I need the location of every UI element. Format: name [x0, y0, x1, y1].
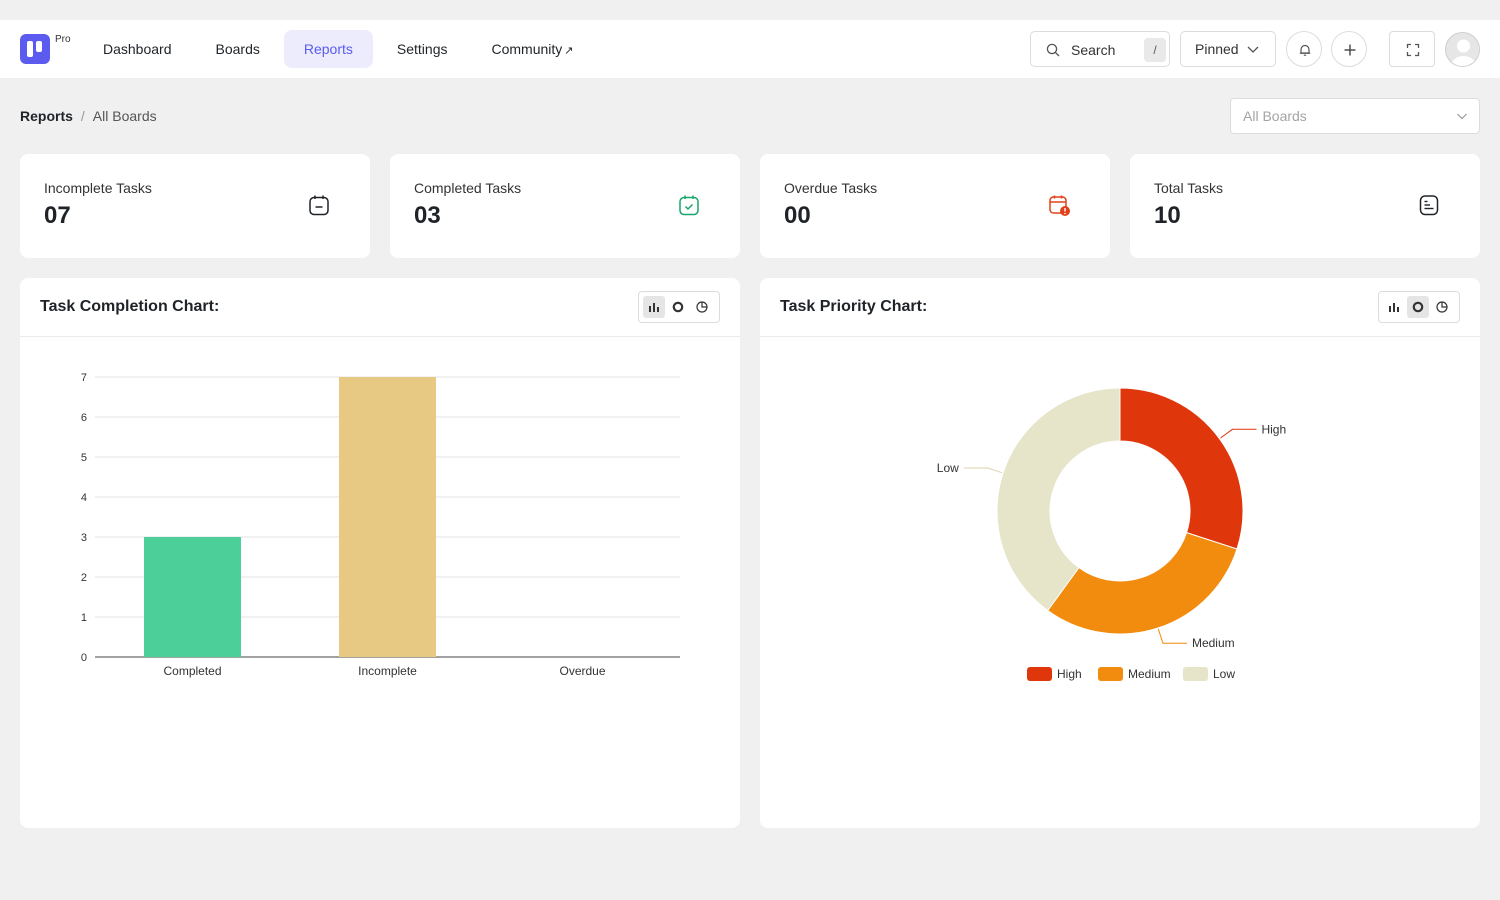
- breadcrumb-current: All Boards: [92, 108, 157, 124]
- donut-chart-icon: [1412, 301, 1424, 313]
- donut-view-button[interactable]: [667, 296, 689, 318]
- board-filter-value: All Boards: [1243, 108, 1307, 124]
- nav-dashboard[interactable]: Dashboard: [103, 41, 172, 57]
- search-shortcut: /: [1144, 38, 1166, 62]
- y-tick-label: 6: [81, 412, 87, 424]
- donut-chart-icon: [672, 301, 684, 313]
- chart-title: Task Completion Chart:: [40, 298, 220, 315]
- bar-chart-icon: [649, 303, 659, 312]
- y-tick-label: 4: [81, 492, 87, 504]
- chart-header-divider: [20, 336, 740, 337]
- legend-swatch: [1098, 667, 1123, 681]
- chart-title: Task Priority Chart:: [780, 298, 928, 315]
- y-tick-label: 5: [81, 452, 87, 464]
- pinned-dropdown[interactable]: Pinned: [1180, 31, 1276, 67]
- bar-completed: [144, 537, 241, 657]
- y-tick-label: 7: [81, 372, 87, 384]
- calendar-alert-icon: [1049, 195, 1070, 216]
- external-link-icon: ↗: [564, 45, 574, 57]
- stat-label: Incomplete Tasks: [44, 180, 152, 196]
- pro-badge: Pro: [55, 34, 71, 45]
- board-filter-select[interactable]: All Boards: [1230, 98, 1480, 134]
- breadcrumb: Reports / All Boards: [20, 108, 157, 124]
- bar-view-button[interactable]: [1383, 296, 1405, 318]
- calendar-minus-icon: [309, 195, 329, 216]
- legend-swatch: [1027, 667, 1052, 681]
- y-tick-label: 3: [81, 532, 87, 544]
- stat-card-incomplete: Incomplete Tasks 07: [20, 154, 370, 258]
- bar-view-button[interactable]: [643, 296, 665, 318]
- pinned-label: Pinned: [1195, 41, 1239, 57]
- stat-card-completed: Completed Tasks 03: [390, 154, 740, 258]
- slice-medium: [1047, 532, 1238, 635]
- x-tick-label: Incomplete: [358, 664, 417, 678]
- legend-label: High: [1057, 667, 1082, 681]
- chevron-down-icon: [1457, 113, 1467, 120]
- app-logo[interactable]: [20, 34, 50, 64]
- pie-view-button[interactable]: [691, 296, 713, 318]
- user-avatar[interactable]: [1445, 32, 1480, 67]
- y-tick-label: 2: [81, 572, 87, 584]
- stat-value: 07: [44, 202, 71, 229]
- chart-view-toggle: [1378, 291, 1460, 323]
- x-tick-label: Completed: [163, 664, 221, 678]
- task-completion-bar-chart: 0 1 2 3 4 5 6 7 Completed Incomplete Overdue: [81, 372, 680, 678]
- calendar-check-icon: [679, 195, 699, 216]
- pie-chart-icon: [696, 301, 708, 313]
- fullscreen-icon: [1406, 43, 1420, 57]
- bar-chart-icon: [1389, 303, 1399, 312]
- x-tick-label: Overdue: [559, 664, 605, 678]
- notifications-button[interactable]: [1286, 31, 1322, 67]
- task-doc-icon: [1419, 195, 1439, 216]
- legend-label: Low: [1213, 667, 1235, 681]
- pie-view-button[interactable]: [1431, 296, 1453, 318]
- stat-label: Completed Tasks: [414, 180, 522, 196]
- stat-value: 10: [1154, 202, 1181, 229]
- slice-high: [1119, 387, 1244, 550]
- leader-line: [1220, 428, 1257, 439]
- chart-view-toggle: [638, 291, 720, 323]
- slice-label: Low: [937, 461, 959, 475]
- legend-swatch: [1183, 667, 1208, 681]
- stat-label: Total Tasks: [1154, 180, 1223, 196]
- leader-line: [1157, 628, 1187, 644]
- stat-card-total: Total Tasks 10: [1130, 154, 1480, 258]
- search-icon: [1046, 43, 1060, 57]
- fullscreen-button[interactable]: [1389, 31, 1435, 67]
- stat-value: 00: [784, 202, 811, 229]
- stat-card-overdue: Overdue Tasks 00: [760, 154, 1110, 258]
- nav-community[interactable]: Community ↗: [491, 41, 574, 57]
- bell-icon: [1299, 44, 1311, 56]
- stat-value: 03: [414, 202, 441, 229]
- donut-view-button[interactable]: [1407, 296, 1429, 318]
- task-priority-donut-chart: High Medium Low High Medium Low: [937, 387, 1286, 681]
- y-tick-label: 0: [81, 652, 87, 664]
- bar-incomplete: [339, 377, 436, 657]
- plus-icon: [1344, 44, 1356, 56]
- breadcrumb-separator: /: [80, 108, 85, 124]
- nav-settings[interactable]: Settings: [396, 41, 448, 57]
- breadcrumb-reports[interactable]: Reports: [20, 108, 73, 124]
- legend-label: Medium: [1128, 667, 1171, 681]
- slice-low: [996, 387, 1121, 612]
- pie-chart-icon: [1436, 301, 1448, 313]
- nav-boards[interactable]: Boards: [215, 41, 260, 57]
- search-label: Search: [1071, 42, 1116, 58]
- add-button[interactable]: [1331, 31, 1367, 67]
- slice-label: Medium: [1192, 636, 1235, 650]
- y-tick-label: 1: [81, 612, 87, 624]
- task-priority-chart-card: Task Priority Chart: High Medium Low High Me…: [760, 278, 1480, 828]
- top-navigation-bar: Pro Dashboard Boards Reports Settings Co…: [0, 20, 1500, 78]
- main-nav: Dashboard Boards Reports Settings Commun…: [83, 30, 598, 68]
- search-button[interactable]: Search /: [1030, 31, 1170, 67]
- slice-label: High: [1261, 422, 1286, 436]
- user-icon: [1450, 39, 1477, 66]
- task-completion-chart-card: Task Completion Chart: 0 1 2 3 4 5 6 7 Completed…: [20, 278, 740, 828]
- stat-label: Overdue Tasks: [784, 180, 878, 196]
- nav-reports[interactable]: Reports: [283, 30, 373, 68]
- chevron-down-icon: [1247, 46, 1259, 53]
- chart-header-divider: [760, 336, 1480, 337]
- leader-line: [963, 467, 1003, 474]
